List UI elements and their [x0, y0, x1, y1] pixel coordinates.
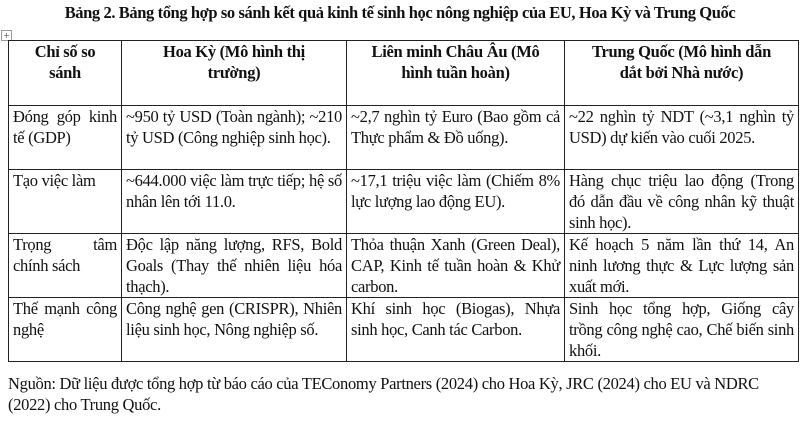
- header-eu: Liên minh Châu Âu (Mô hình tuần hoàn): [346, 40, 565, 106]
- row-label: Đóng góp kinh tế (GDP): [8, 105, 122, 170]
- cell-usa: Công nghệ gen (CRISPR), Nhiên liệu sinh …: [121, 297, 347, 362]
- row-label: Tạo việc làm: [8, 169, 122, 234]
- cell-china: Kế hoạch 5 năm lần thứ 14, An ninh lương…: [564, 233, 799, 298]
- cell-usa: ~950 tỷ USD (Toàn ngành); ~210 tỷ USD (C…: [121, 105, 347, 170]
- header-usa: Hoa Kỳ (Mô hình thị trường): [121, 40, 347, 106]
- table-move-handle-icon[interactable]: +: [1, 30, 12, 41]
- table-row: Tạo việc làm ~644.000 việc làm trực tiếp…: [8, 169, 799, 234]
- header-china: Trung Quốc (Mô hình dẫn dắt bởi Nhà nước…: [564, 40, 799, 106]
- cell-usa: ~644.000 việc làm trực tiếp; hệ số nhân …: [121, 169, 347, 234]
- table-header-row: Chỉ số so sánh Hoa Kỳ (Mô hình thị trườn…: [8, 40, 799, 106]
- cell-usa: Độc lập năng lượng, RFS, Bold Goals (Tha…: [121, 233, 347, 298]
- cell-eu: Thỏa thuận Xanh (Green Deal), CAP, Kinh …: [346, 233, 565, 298]
- cell-china: Hàng chục triệu lao động (Trong đó dẫn đ…: [564, 169, 799, 234]
- row-label: Trọng tâm chính sách: [8, 233, 122, 298]
- cell-eu: ~17,1 triệu việc làm (Chiếm 8% lực lượng…: [346, 169, 565, 234]
- comparison-table: Chỉ số so sánh Hoa Kỳ (Mô hình thị trườn…: [8, 40, 799, 362]
- table-row: Thế mạnh công nghệ Công nghệ gen (CRISPR…: [8, 297, 799, 362]
- header-indicator: Chỉ số so sánh: [8, 40, 122, 106]
- cell-eu: ~2,7 nghìn tỷ Euro (Bao gồm cả Thực phẩm…: [346, 105, 565, 170]
- table-caption: Bảng 2. Bảng tổng hợp so sánh kết quả ki…: [64, 3, 736, 22]
- cell-china: ~22 nghìn tỷ NDT (~3,1 nghìn tỷ USD) dự …: [564, 105, 799, 170]
- cell-eu: Khí sinh học (Biogas), Nhựa sinh học, Ca…: [346, 297, 565, 362]
- source-note: Nguồn: Dữ liệu được tổng hợp từ báo cáo …: [8, 374, 759, 414]
- table-row: Trọng tâm chính sách Độc lập năng lượng,…: [8, 233, 799, 298]
- table-row: Đóng góp kinh tế (GDP) ~950 tỷ USD (Toàn…: [8, 105, 799, 170]
- cell-china: Sinh học tổng hợp, Giống cây trồng công …: [564, 297, 799, 362]
- row-label: Thế mạnh công nghệ: [8, 297, 122, 362]
